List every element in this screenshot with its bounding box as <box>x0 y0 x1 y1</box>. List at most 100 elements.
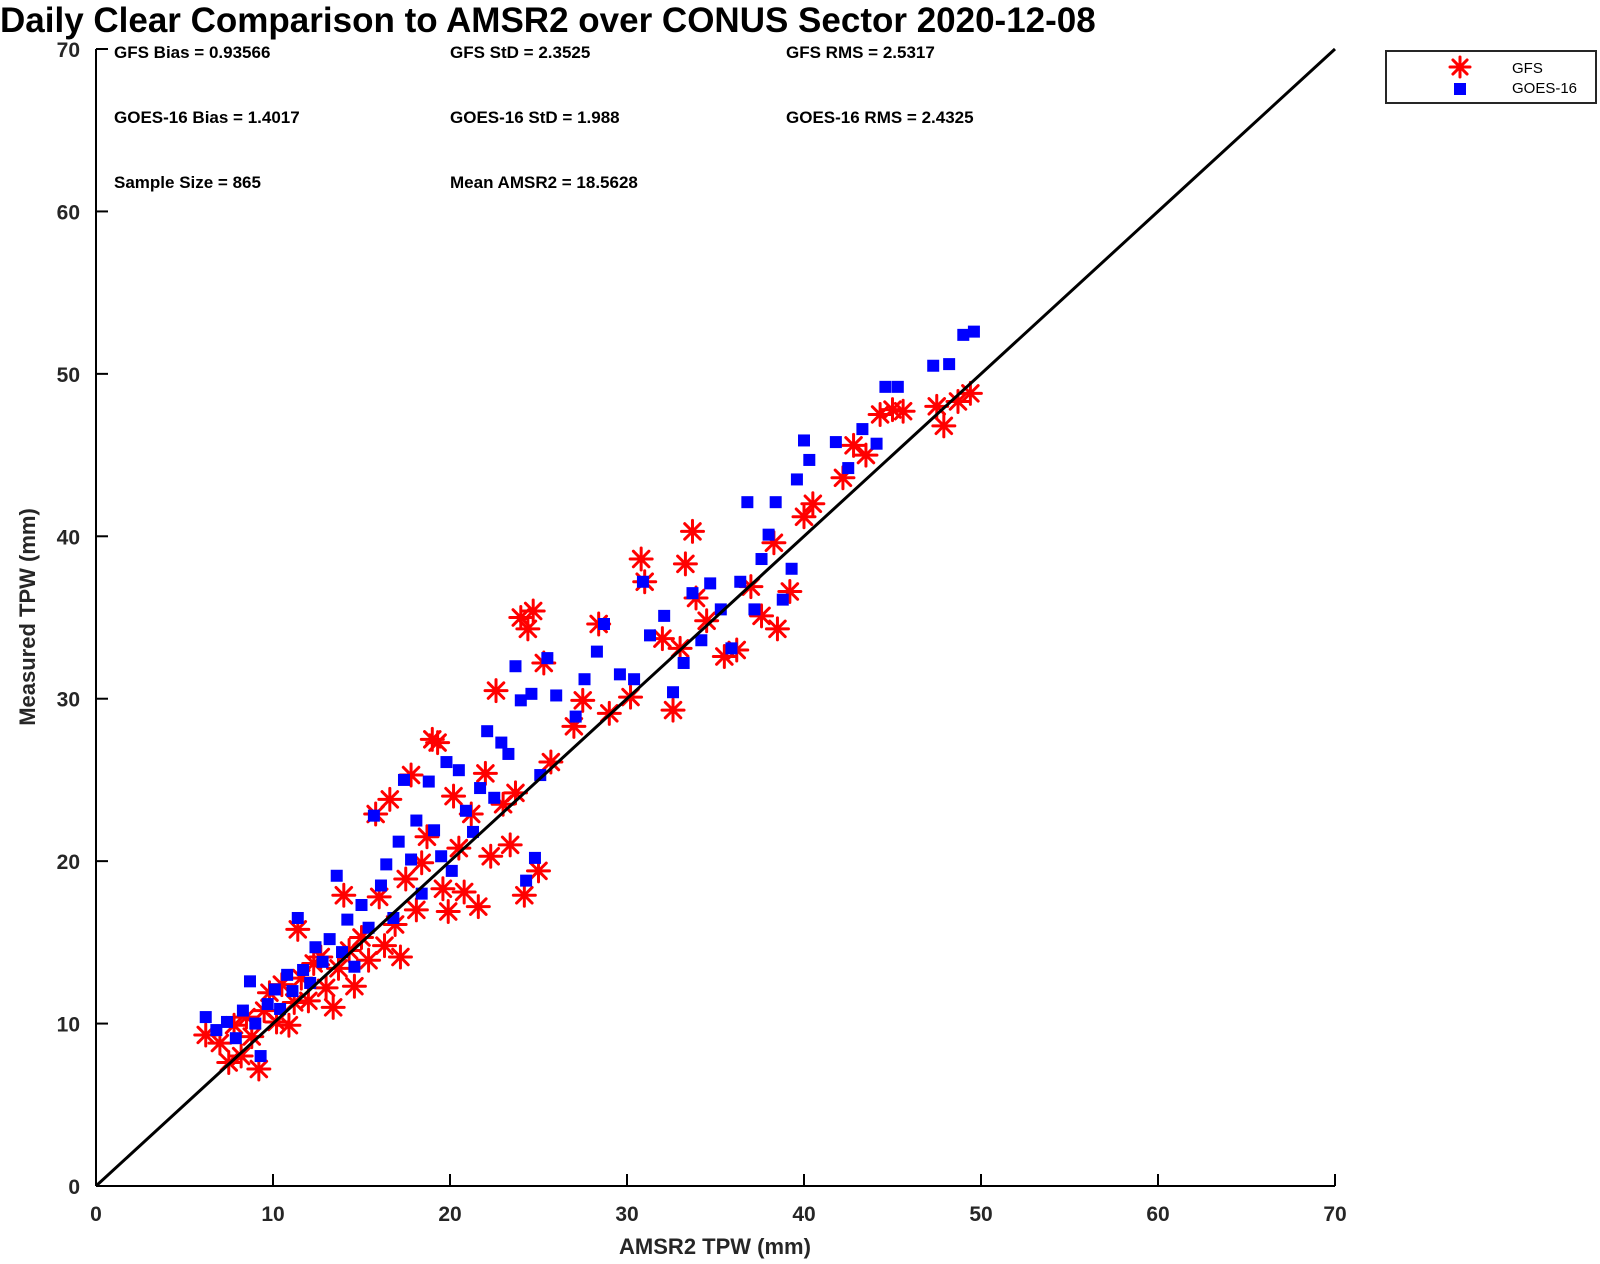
goes16-point <box>927 359 940 372</box>
gfs-point <box>239 1024 265 1050</box>
stat-mean-amsr2: Mean AMSR2 = 18.5628 <box>450 173 638 192</box>
goes16-point <box>695 634 708 647</box>
goes16-point <box>481 725 494 738</box>
goes16-point <box>236 1004 249 1017</box>
x-tick-label: 50 <box>969 1203 992 1226</box>
goes16-point <box>957 328 970 341</box>
x-tick-label: 40 <box>792 1203 815 1226</box>
legend-goes16-marker-icon <box>1454 83 1466 95</box>
gfs-point <box>276 1012 302 1038</box>
gfs-point <box>526 858 551 884</box>
x-axis-label: AMSR2 TPW (mm) <box>619 1234 811 1259</box>
goes16-point <box>445 864 458 877</box>
stat-sample-size: Sample Size = 865 <box>114 173 261 192</box>
goes16-point <box>704 577 717 590</box>
gfs-point <box>672 551 698 577</box>
goes16-point <box>509 660 522 673</box>
gfs-point <box>800 491 826 517</box>
goes16-point <box>686 587 699 600</box>
goes16-point <box>569 710 582 723</box>
goes16-point <box>220 1015 233 1028</box>
stat-goes16-rms: GOES-16 RMS = 2.4325 <box>786 108 974 127</box>
gfs-point <box>570 687 596 713</box>
y-tick-label: 10 <box>57 1014 80 1037</box>
goes16-point <box>397 773 410 786</box>
goes16-point <box>658 609 671 622</box>
x-tick-label: 0 <box>90 1203 102 1226</box>
stat-gfs-std: GFS StD = 2.3525 <box>450 43 590 62</box>
goes16-point <box>856 423 869 436</box>
stat-goes16-std: GOES-16 StD = 1.988 <box>450 108 620 127</box>
goes16-point <box>297 963 310 976</box>
y-ticks: 0 10 20 30 40 50 60 70 <box>57 39 108 1199</box>
gfs-point <box>387 944 413 970</box>
goes16-point <box>274 1002 287 1015</box>
one-to-one-line <box>94 47 1337 1188</box>
gfs-point <box>628 546 654 572</box>
goes16-point <box>348 960 361 973</box>
goes16-point <box>286 985 299 998</box>
goes16-point <box>374 879 387 892</box>
goes16-point <box>243 975 256 988</box>
goes16-point <box>435 850 448 863</box>
stat-gfs-rms: GFS RMS = 2.5317 <box>786 43 935 62</box>
gfs-point <box>435 898 461 924</box>
gfs-point <box>679 518 705 544</box>
goes16-point <box>677 656 690 669</box>
x-tick-label: 20 <box>438 1203 461 1226</box>
goes16-point <box>323 933 336 946</box>
goes16-point <box>776 593 789 606</box>
goes16-point <box>943 358 956 371</box>
goes16-point <box>741 496 754 509</box>
goes16-point <box>380 858 393 871</box>
goes16-point <box>541 652 554 665</box>
goes16-point <box>268 983 281 996</box>
gfs-point <box>497 832 523 858</box>
gfs-point <box>372 933 398 959</box>
gfs-point <box>320 994 346 1020</box>
gfs-point <box>341 973 367 999</box>
goes16-point <box>829 436 842 449</box>
goes16-point <box>392 835 405 848</box>
goes16-point <box>495 736 508 749</box>
goes16-point <box>459 804 472 817</box>
stat-goes16-bias: GOES-16 Bias = 1.4017 <box>114 108 300 127</box>
y-tick-label: 0 <box>68 1176 80 1199</box>
gfs-point <box>764 616 790 642</box>
gfs-point <box>520 598 546 624</box>
x-ticks: 0 10 20 30 40 50 60 70 <box>90 1174 1347 1226</box>
goes16-point <box>590 645 603 658</box>
goes16-point <box>210 1024 223 1037</box>
y-tick-label: 70 <box>57 39 80 62</box>
goes16-point <box>667 686 680 699</box>
gfs-point <box>377 786 403 812</box>
stat-gfs-bias: GFS Bias = 0.93566 <box>114 43 270 62</box>
goes16-point <box>249 1017 262 1030</box>
gfs-point <box>957 380 983 406</box>
stats-block: GFS Bias = 0.93566 GFS StD = 2.3525 GFS … <box>114 43 974 192</box>
goes16-point <box>870 437 883 450</box>
goes16-point <box>636 575 649 588</box>
goes16-point <box>309 941 322 954</box>
gfs-point <box>853 442 879 468</box>
goes16-point <box>578 673 591 686</box>
goes16-point <box>714 603 727 616</box>
gfs-point <box>325 955 351 981</box>
gfs-point <box>694 608 720 634</box>
goes16-point <box>355 898 368 911</box>
y-tick-label: 60 <box>57 201 80 224</box>
goes16-point <box>798 434 810 447</box>
goes16-point <box>467 825 480 838</box>
goes16-point <box>440 756 453 769</box>
goes16-point <box>967 325 980 338</box>
goes16-point <box>528 851 541 864</box>
goes16-point <box>748 603 761 616</box>
goes16-point <box>725 642 738 655</box>
goes16-point <box>842 462 855 475</box>
gfs-point <box>660 697 686 723</box>
goes16-point <box>422 775 435 788</box>
goes16-point <box>803 453 816 466</box>
x-tick-label: 60 <box>1146 1203 1169 1226</box>
gfs-point <box>483 678 509 704</box>
points-layer <box>193 325 983 1082</box>
